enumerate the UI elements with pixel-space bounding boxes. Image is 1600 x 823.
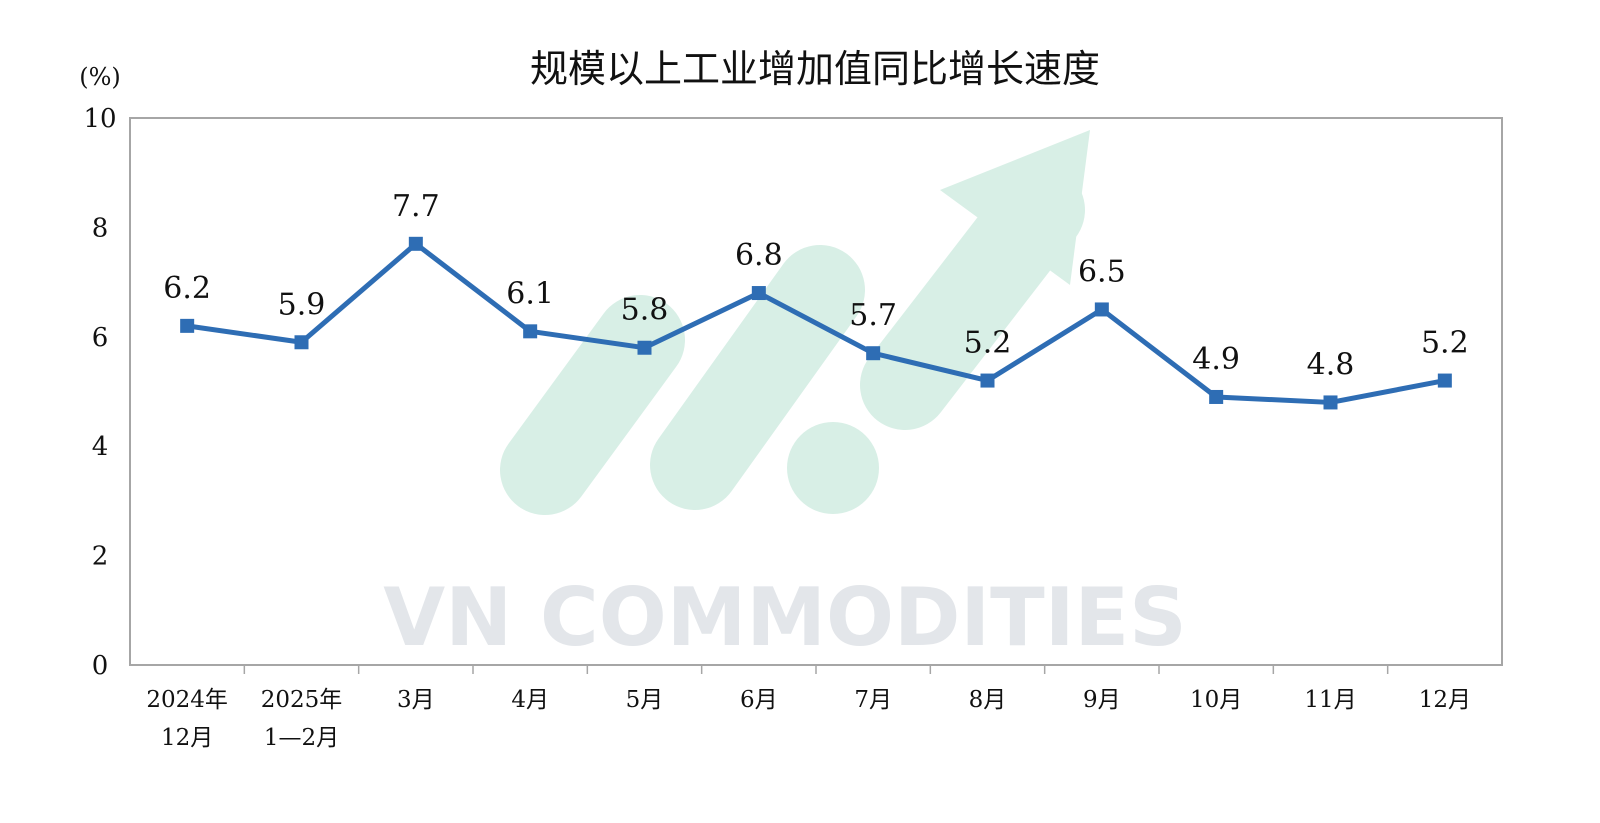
chart-title: 规模以上工业增加值同比增长速度 — [530, 47, 1100, 91]
data-label: 4.8 — [1307, 347, 1355, 382]
series-line — [186, 241, 1446, 405]
y-tick-label: 4 — [92, 432, 109, 462]
data-point — [294, 335, 309, 350]
x-axis: 2024年 12月 2025年 1—2月 3月 4月 5月 6月 7月 8月 9月 10月 11月 12月 — [146, 665, 1471, 751]
x-tick-label: 2024年 — [146, 687, 228, 713]
x-tick-label: 4月 — [511, 687, 549, 713]
x-tick-label: 8月 — [969, 687, 1007, 713]
watermark-text: VN COMMODITIES — [383, 571, 1186, 664]
data-point — [180, 318, 195, 333]
data-label: 6.5 — [1078, 254, 1126, 289]
data-points — [180, 236, 1452, 410]
watermark: VN COMMODITIES — [383, 130, 1187, 664]
watermark-bar-1 — [500, 295, 685, 515]
y-axis: 0 2 4 6 8 10 — [83, 104, 116, 681]
x-tick-label: 11月 — [1304, 687, 1356, 713]
data-label: 5.2 — [964, 326, 1012, 361]
x-tick-label: 2025年 — [261, 687, 343, 713]
data-point — [751, 286, 766, 301]
x-tick-label: 3月 — [397, 687, 435, 713]
data-label: 6.2 — [163, 271, 211, 306]
data-point — [408, 236, 423, 251]
x-tick-label: 7月 — [854, 687, 892, 713]
data-point — [1437, 373, 1452, 388]
data-point — [637, 340, 652, 355]
data-point — [523, 324, 538, 339]
watermark-bar-2 — [650, 245, 865, 510]
data-point — [1323, 395, 1338, 410]
data-point — [980, 373, 995, 388]
x-tick-label: 12月 — [1419, 687, 1471, 713]
watermark-dot — [787, 422, 879, 514]
x-tick-label: 9月 — [1083, 687, 1121, 713]
x-tick-label: 12月 — [161, 725, 213, 751]
data-label: 5.9 — [278, 287, 326, 322]
data-point — [1209, 389, 1224, 404]
data-point — [866, 346, 881, 361]
data-labels: 6.2 5.9 7.7 6.1 5.8 6.8 5.7 5.2 6.5 4.9 4.8 5.2 — [163, 189, 1468, 383]
data-label: 5.7 — [849, 298, 897, 333]
y-tick-label: 0 — [92, 651, 109, 681]
data-label: 7.7 — [392, 189, 440, 224]
y-axis-label: (%) — [79, 63, 121, 91]
y-tick-label: 8 — [92, 213, 109, 243]
x-tick-label: 10月 — [1190, 687, 1242, 713]
y-tick-label: 2 — [92, 542, 109, 572]
data-label: 5.8 — [621, 293, 669, 328]
data-label: 6.1 — [506, 276, 554, 311]
y-tick-label: 10 — [83, 104, 116, 134]
data-label: 4.9 — [1192, 342, 1240, 377]
x-tick-label: 1—2月 — [264, 725, 339, 751]
y-tick-label: 6 — [92, 323, 109, 353]
x-tick-label: 6月 — [740, 687, 778, 713]
watermark-arrow-head — [940, 130, 1090, 285]
x-tick-label: 5月 — [626, 687, 664, 713]
data-point — [1094, 302, 1109, 317]
data-label: 6.8 — [735, 238, 783, 273]
data-label: 5.2 — [1421, 326, 1469, 361]
